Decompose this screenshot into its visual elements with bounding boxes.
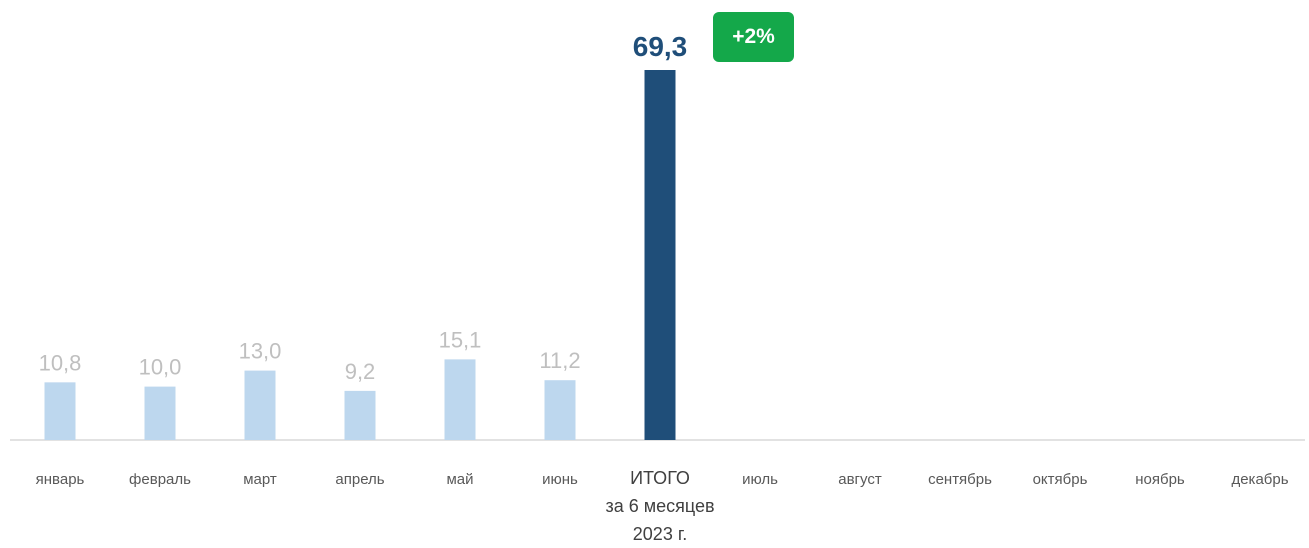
- category-label: ноябрь: [1135, 471, 1185, 488]
- category-label: июль: [742, 471, 778, 488]
- category-label-total: ИТОГО за 6 месяцев 2023 г.: [605, 468, 714, 544]
- bar-январь: [44, 382, 76, 440]
- bar-total: [644, 70, 676, 440]
- value-label: 11,2: [539, 348, 580, 373]
- category-label: сентябрь: [928, 471, 992, 488]
- bar-июнь: [544, 380, 576, 440]
- category-label: декабрь: [1231, 471, 1288, 488]
- value-label-total: 69,3: [633, 31, 688, 62]
- category-label: октябрь: [1033, 471, 1088, 488]
- value-label: 13,0: [239, 339, 282, 364]
- value-label: 10,8: [39, 350, 82, 375]
- category-label: август: [838, 471, 882, 488]
- bar-март: [244, 370, 276, 440]
- category-label: апрель: [335, 471, 384, 488]
- bar-апрель: [344, 390, 376, 440]
- value-label: 9,2: [345, 359, 376, 384]
- bar-май: [444, 359, 476, 440]
- category-label: июнь: [542, 471, 578, 488]
- bar-февраль: [144, 386, 176, 440]
- value-label: 15,1: [439, 327, 482, 352]
- value-label: 10,0: [139, 355, 182, 380]
- category-label: февраль: [129, 471, 191, 488]
- growth-badge: +2%: [713, 12, 794, 62]
- category-label: март: [243, 471, 277, 488]
- category-label: январь: [36, 471, 85, 488]
- category-label: май: [446, 471, 473, 488]
